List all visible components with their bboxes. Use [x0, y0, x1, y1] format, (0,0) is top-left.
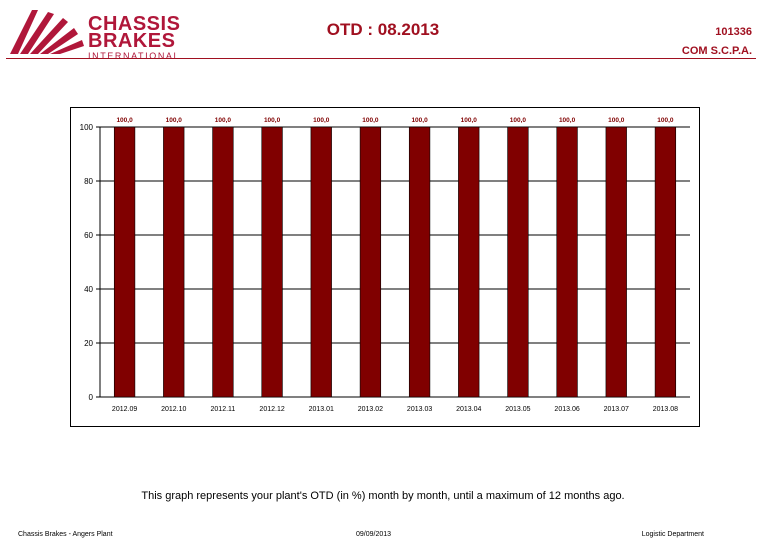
data-label: 100,0 [411, 117, 428, 124]
otd-bar-chart: 0 20 40 60 80 100 100,0 2012.09 100,0 2012.10 100,… [80, 117, 690, 413]
x-tick-label: 2012.11 [211, 406, 236, 413]
company-name: COM S.C.P.A. [681, 45, 752, 57]
y-tick-label: 40 [84, 285, 93, 294]
x-tick-label: 2013.04 [456, 406, 481, 413]
x-tick-label: 2012.12 [259, 406, 284, 413]
data-label: 100,0 [510, 117, 527, 124]
x-tick-label: 2013.03 [407, 406, 432, 413]
bar [359, 126, 382, 398]
x-tick-label: 2012.09 [112, 406, 137, 413]
data-label: 100,0 [116, 117, 133, 124]
logo-line-2: BRAKES [88, 30, 176, 52]
bar [261, 126, 283, 398]
y-tick-label: 60 [84, 231, 93, 240]
logo-line-3: INTERNATIONAL [88, 51, 181, 61]
page-title: OTD : 08.2013 [326, 20, 440, 39]
data-label: 100,0 [264, 117, 281, 124]
data-label: 100,0 [166, 117, 183, 124]
x-tick-label: 2012.10 [161, 406, 186, 413]
data-label: 100,0 [559, 117, 576, 124]
bar [163, 126, 185, 398]
y-tick-label: 100 [80, 123, 94, 132]
logo-rays-icon [10, 10, 84, 54]
y-tick-label: 80 [84, 177, 93, 186]
header-divider [6, 58, 756, 59]
chart-frame [70, 107, 700, 427]
bar [605, 126, 627, 398]
x-tick-label: 2013.02 [358, 406, 383, 413]
bar [654, 126, 677, 398]
bar [113, 126, 136, 398]
bar [507, 126, 529, 398]
data-label: 100,0 [313, 117, 330, 124]
y-tick-label: 20 [84, 339, 93, 348]
x-tick-label: 2013.06 [554, 406, 579, 413]
y-tick-label: 0 [89, 393, 94, 402]
bar [408, 126, 431, 398]
company-logo: CHASSIS BRAKES INTERNATIONAL [8, 6, 198, 61]
data-label: 100,0 [461, 117, 478, 124]
footer-plant: Chassis Brakes - Angers Plant [18, 531, 113, 538]
logo-wordmark: CHASSIS BRAKES [88, 13, 181, 52]
bar [310, 126, 332, 398]
data-label: 100,0 [608, 117, 625, 124]
x-tick-label: 2013.08 [653, 406, 678, 413]
document-code: 101336 [715, 26, 752, 38]
bar [458, 126, 480, 398]
data-label: 100,0 [362, 117, 379, 124]
x-tick-label: 2013.01 [309, 406, 334, 413]
x-tick-label: 2013.05 [505, 406, 530, 413]
data-label: 100,0 [657, 117, 674, 124]
logo-line-1: CHASSIS [88, 13, 181, 35]
footer-department: Logistic Department [641, 531, 704, 538]
bar [212, 126, 234, 398]
data-label: 100,0 [215, 117, 232, 124]
x-tick-label: 2013.07 [604, 406, 629, 413]
footer-date: 09/09/2013 [356, 531, 392, 538]
chart-caption: This graph represents your plant's OTD (… [141, 490, 625, 502]
bar [556, 126, 578, 398]
